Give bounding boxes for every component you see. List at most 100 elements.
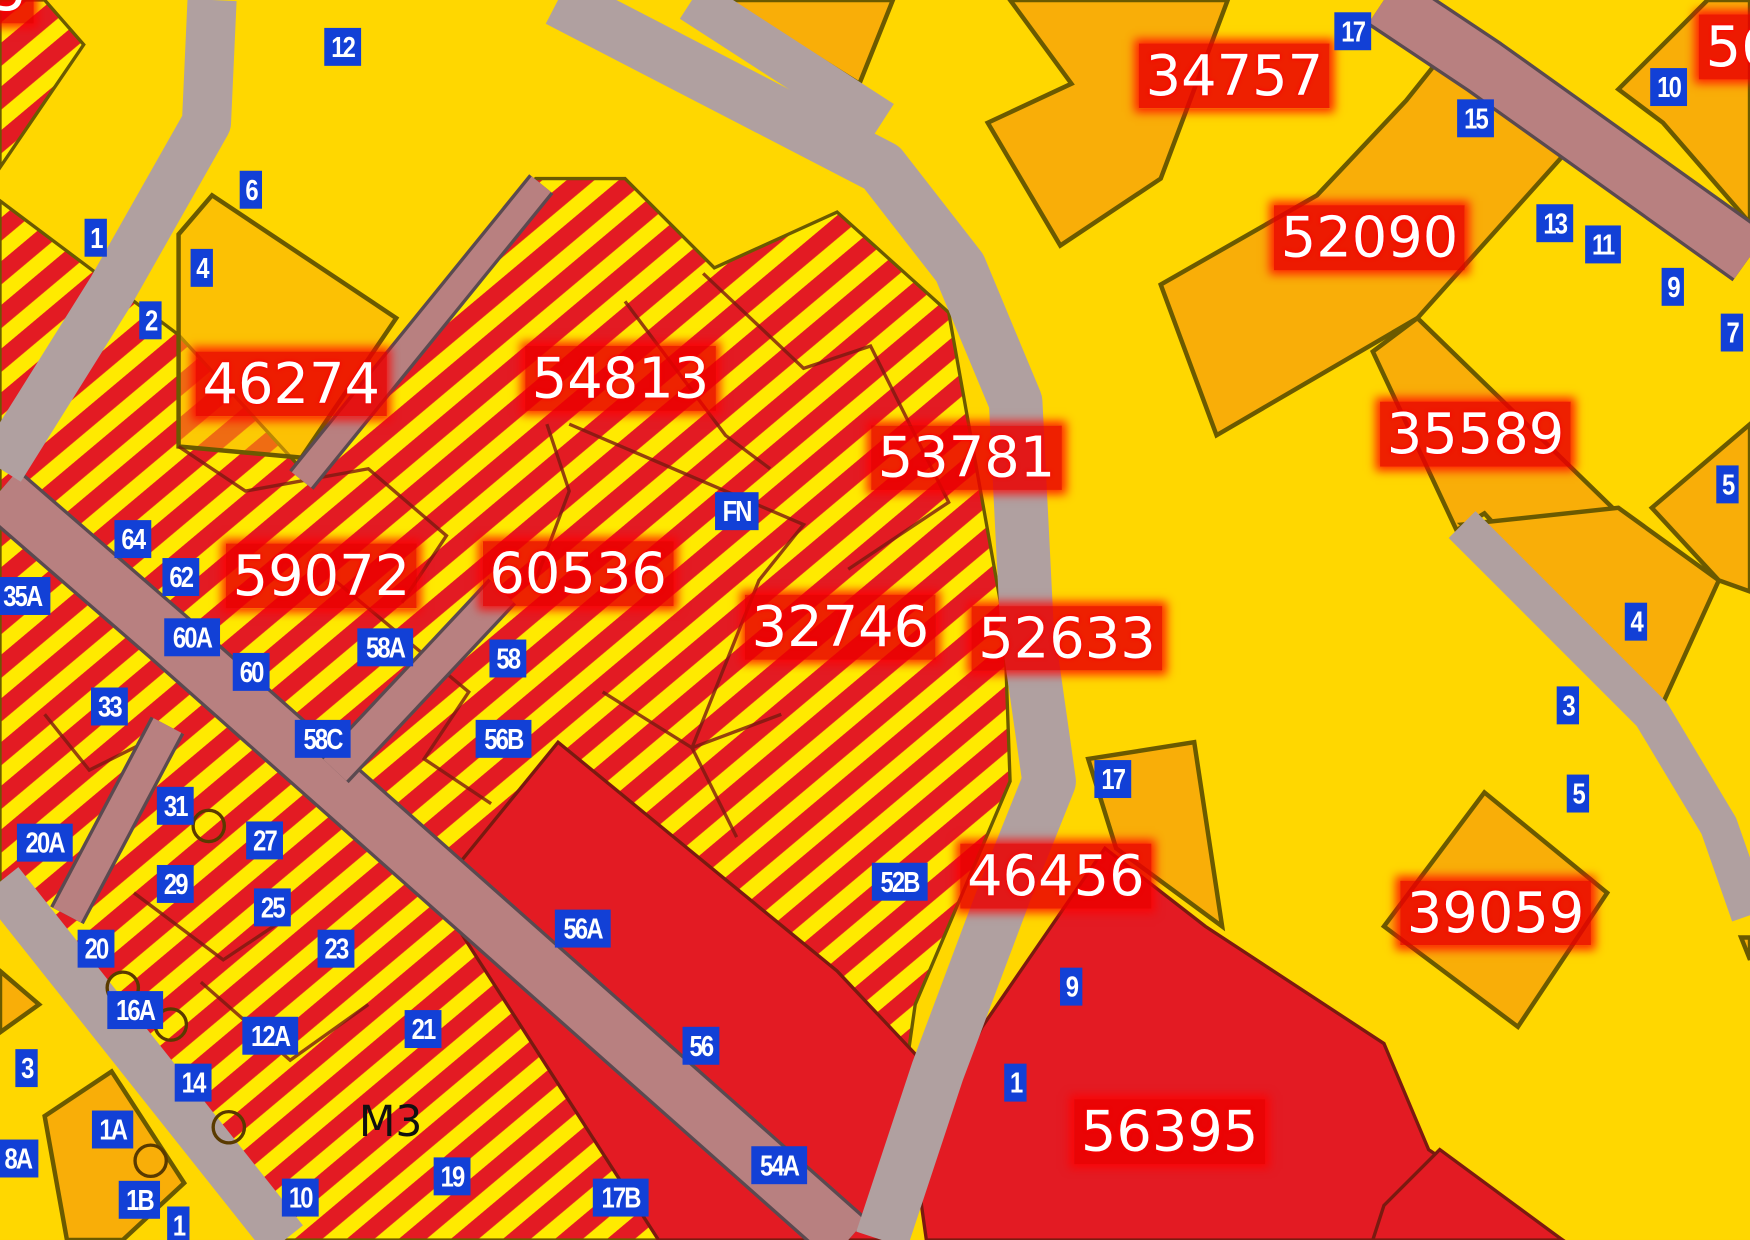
house-number-badge: 7 (1720, 313, 1744, 352)
house-number-badge: 33 (91, 687, 128, 726)
house-number-text: 20A (25, 825, 66, 860)
house-number-badge: 1 (167, 1206, 190, 1240)
house-number-badge: 52B (871, 862, 928, 901)
house-number-text: 1 (90, 220, 103, 255)
house-number-badge: 4 (190, 248, 214, 287)
house-number-text: 56B (484, 722, 524, 756)
house-number-badge: 27 (246, 821, 283, 860)
house-number-badge: 9 (1661, 267, 1685, 306)
house-number-badge: 17 (1094, 760, 1132, 799)
house-number-text: 1 (172, 1208, 186, 1240)
house-number-text: 29 (163, 867, 189, 901)
house-number-badge: 1B (118, 1180, 161, 1219)
parcel-number-label: 35589 (1380, 401, 1571, 467)
house-number-badge: 10 (281, 1178, 319, 1217)
parcel-number-label: 46456 (960, 843, 1152, 909)
house-number-badge: 5 (1716, 465, 1740, 504)
house-number-badge: 58C (294, 719, 351, 758)
house-number-badge: 3 (15, 1049, 39, 1088)
parcel-number-label: 39059 (1400, 880, 1592, 946)
house-number-text: 33 (97, 689, 123, 724)
house-number-text: 58C (303, 722, 343, 756)
house-number-badge: 5 (1566, 774, 1590, 813)
house-number-text: 60 (239, 655, 265, 689)
house-number-text: 7 (1726, 315, 1739, 350)
house-number-badge: FN (715, 492, 759, 531)
house-number-badge: 19 (433, 1157, 471, 1196)
house-number-text: 8A (4, 1141, 33, 1176)
house-number-text: 2 (144, 303, 158, 338)
house-number-text: 9 (1667, 270, 1680, 304)
house-number-text: 1 (1009, 1065, 1023, 1100)
house-number-text: 4 (1630, 604, 1643, 639)
house-number-badge: 62 (162, 558, 200, 596)
house-number-badge: 13 (1536, 204, 1574, 243)
house-number-text: 16A (115, 993, 156, 1027)
house-number-badge: 17 (1334, 12, 1372, 51)
house-number-badge: 1 (84, 218, 108, 257)
house-number-badge: 56B (475, 719, 532, 758)
house-number-text: 56A (563, 911, 604, 946)
house-number-text: 58A (365, 630, 406, 665)
house-number-text: 19 (440, 1159, 466, 1194)
parcel-number-label: 59072 (225, 543, 417, 609)
house-number-text: 62 (169, 560, 194, 594)
house-number-text: 20 (84, 931, 110, 966)
house-number-text: 12A (251, 1018, 291, 1053)
house-number-text: 27 (253, 823, 278, 858)
house-number-text: 12 (331, 30, 356, 64)
parcel-number-label: 52633 (971, 606, 1163, 671)
house-number-text: 52B (880, 864, 920, 899)
house-number-text: 60A (172, 620, 213, 655)
house-number-badge: 21 (404, 1010, 442, 1049)
house-number-badge: 64 (114, 520, 152, 559)
house-number-badge: 14 (174, 1063, 212, 1102)
house-number-badge: 23 (317, 929, 355, 968)
house-number-text: 5 (1722, 467, 1735, 502)
house-number-text: 25 (260, 890, 286, 925)
house-number-badge: 9 (1060, 967, 1083, 1006)
house-number-text: 4 (196, 251, 209, 285)
house-number-text: 15 (1464, 101, 1489, 136)
house-number-text: 58 (496, 641, 521, 676)
house-number-text: 9 (1065, 969, 1079, 1004)
house-number-text: 3 (1562, 688, 1575, 723)
house-number-badge: 3 (1556, 686, 1580, 725)
house-number-badge: 4 (1624, 602, 1648, 641)
house-number-text: 35A (3, 579, 43, 613)
house-number-text: 14 (181, 1065, 207, 1100)
house-number-text: 3 (21, 1051, 34, 1085)
house-number-badge: 54A (751, 1146, 807, 1185)
parcel-number-label: 60536 (482, 541, 674, 607)
parcel-number-label: 46274 (195, 351, 387, 417)
house-number-badge: 58 (489, 639, 527, 678)
house-number-badge: 35A (0, 577, 51, 615)
zone-label: M3 (358, 1097, 423, 1147)
parcel-number-label: 56395 (1074, 1099, 1266, 1165)
house-number-badge: 12A (242, 1016, 298, 1055)
house-number-badge: 1 (1004, 1063, 1028, 1102)
house-number-text: 56 (689, 1029, 715, 1063)
house-number-text: 64 (121, 522, 146, 556)
house-number-text: 13 (1543, 206, 1568, 240)
house-number-badge: 29 (156, 864, 194, 903)
house-number-badge: 56 (682, 1026, 720, 1065)
house-number-badge: 12 (324, 27, 362, 66)
house-number-badge: 17B (592, 1178, 649, 1217)
house-number-text: 17B (601, 1180, 641, 1215)
house-number-badge: 16A (107, 991, 163, 1030)
house-circles (105, 808, 247, 1179)
house-number-text: 1B (126, 1183, 155, 1217)
house-number-text: 17 (1101, 762, 1126, 796)
house-number-text: 1A (99, 1112, 128, 1147)
house-number-badge: 11 (1585, 225, 1621, 264)
house-number-text: 6 (245, 172, 258, 207)
house-number-badge: 10 (1650, 68, 1687, 107)
house-number-badge: 6 (239, 170, 263, 209)
house-number-badge: 8A (0, 1139, 39, 1178)
house-number-text: 23 (324, 931, 350, 966)
house-number-badge: 31 (156, 786, 194, 825)
